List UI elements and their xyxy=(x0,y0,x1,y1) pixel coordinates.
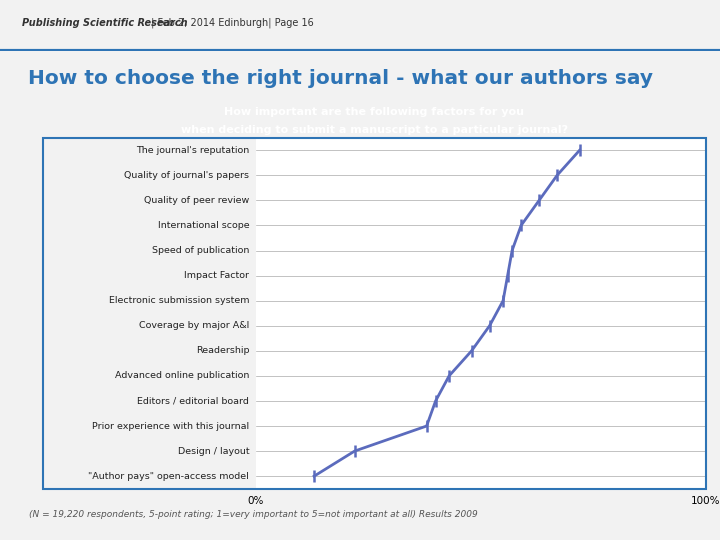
Text: How important are the following factors for you: How important are the following factors … xyxy=(225,107,524,117)
Text: (N = 19,220 respondents, 5-point rating; 1=very important to 5=not important at : (N = 19,220 respondents, 5-point rating;… xyxy=(29,510,477,519)
Text: Speed of publication: Speed of publication xyxy=(152,246,249,255)
Text: Quality of peer review: Quality of peer review xyxy=(144,196,249,205)
Text: Electronic submission system: Electronic submission system xyxy=(109,296,249,305)
Text: Impact Factor: Impact Factor xyxy=(184,271,249,280)
Text: "Author pays" open-access model: "Author pays" open-access model xyxy=(89,471,249,481)
Text: Quality of journal's papers: Quality of journal's papers xyxy=(125,171,249,180)
Text: when deciding to submit a manuscript to a particular journal?: when deciding to submit a manuscript to … xyxy=(181,125,568,134)
Text: Advanced online publication: Advanced online publication xyxy=(115,372,249,380)
Text: Coverage by major A&I: Coverage by major A&I xyxy=(139,321,249,330)
Text: Editors / editorial board: Editors / editorial board xyxy=(138,396,249,406)
Text: International scope: International scope xyxy=(158,221,249,230)
Text: How to choose the right journal - what our authors say: How to choose the right journal - what o… xyxy=(28,69,653,87)
Text: Prior experience with this journal: Prior experience with this journal xyxy=(92,422,249,430)
Text: Design / layout: Design / layout xyxy=(178,447,249,456)
Text: | Feb 2, 2014 Edinburgh| Page 16: | Feb 2, 2014 Edinburgh| Page 16 xyxy=(148,18,313,28)
Text: The journal's reputation: The journal's reputation xyxy=(136,146,249,155)
Text: Readership: Readership xyxy=(196,346,249,355)
Text: Publishing Scientific Research: Publishing Scientific Research xyxy=(22,18,187,28)
